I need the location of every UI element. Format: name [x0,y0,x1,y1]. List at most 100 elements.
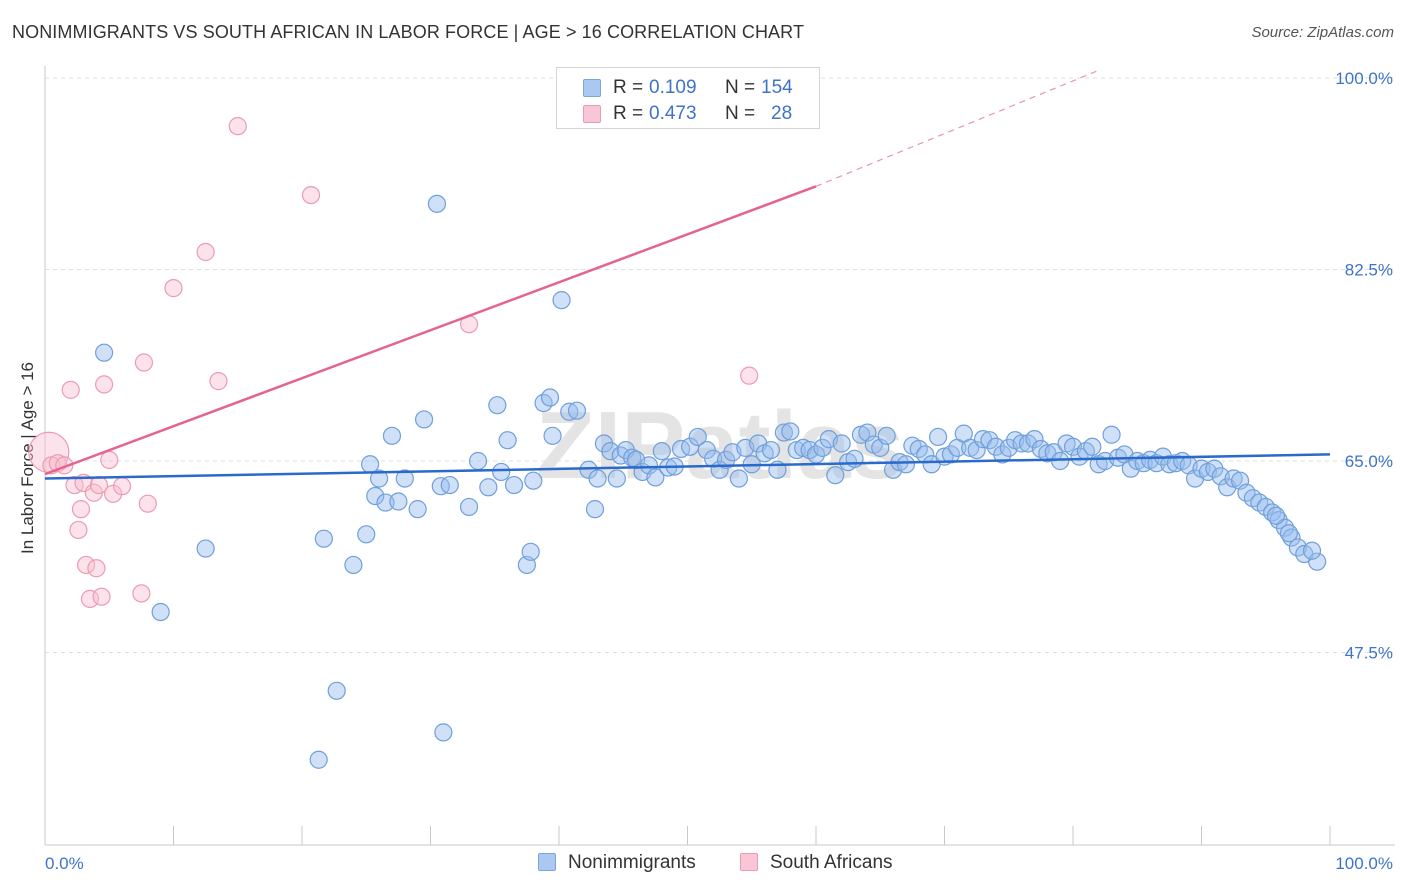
bottom-legend-label: Nonimmigrants [568,852,696,873]
south-africans-point [92,587,111,606]
y-tick-label: 65.0% [1345,452,1393,471]
nonimmigrants-point [468,451,488,471]
legend-r-value: 0.109 [649,77,697,98]
nonimmigrants-point [314,529,333,548]
south-africans-point [87,559,106,578]
south-africans-point [112,477,132,496]
nonimmigrants-point [1288,538,1307,557]
nonimmigrants-point [327,681,346,700]
south-africans-trend-line [44,185,817,476]
bottom-legend-nonimmigrants: Nonimmigrants [538,852,696,874]
bottom-legend-swatch-south-africans [740,853,758,871]
nonimmigrants-point [646,468,665,487]
legend-swatch-nonimmigrants [583,79,601,97]
nonimmigrants-point [601,442,620,461]
legend-n-label: N = [725,77,756,98]
legend-r-label: R = [613,103,644,124]
nonimmigrants-point [492,462,511,482]
nonimmigrants-point [704,449,723,468]
nonimmigrants-point [1308,552,1327,571]
nonimmigrants-point [588,469,607,488]
south-africans-point [196,242,215,262]
nonimmigrants-point [1302,541,1322,560]
south-africans-point [95,375,114,394]
nonimmigrants-point [524,471,543,490]
y-tick-label: 100.0% [1335,69,1393,88]
nonimmigrants-point [309,750,328,769]
nonimmigrants-point [459,497,479,517]
south-africans-point [132,584,151,603]
nonimmigrants-point [1083,437,1102,456]
nonimmigrants-point [498,431,517,450]
nonimmigrants-point [993,445,1012,464]
chart-title: NONIMMIGRANTS VS SOUTH AFRICAN IN LABOR … [12,22,805,42]
nonimmigrants-point [774,423,793,442]
legend-r-value: 0.473 [649,103,697,124]
nonimmigrants-point [357,525,376,544]
x-tick-label: 0.0% [45,854,84,873]
nonimmigrants-point [967,440,986,460]
y-tick-label: 47.5% [1345,644,1393,663]
nonimmigrants-point [1102,425,1121,444]
nonimmigrants-point [344,555,363,575]
nonimmigrants-point [761,440,781,460]
south-africans-point [138,494,157,513]
nonimmigrants-point [370,469,389,488]
nonimmigrants-point [1025,430,1044,449]
bottom-legend-swatch-nonimmigrants [538,853,556,871]
nonimmigrants-point [896,455,916,474]
nonimmigrants-point [376,493,395,512]
nonimmigrants-point [408,500,427,519]
nonimmigrants-point [729,469,749,488]
tick-labels: 47.5% 65.0% 82.5% 100.0% 0.0% 100.0% [45,69,1393,873]
legend-n-label: N = [725,103,756,124]
nonimmigrants-point [832,434,851,453]
nonimmigrants-point [607,469,626,488]
nonimmigrants-point [1051,451,1070,471]
south-africans-point [301,185,321,205]
legend-r-label: R = [613,77,644,98]
nonimmigrants-point [95,343,114,362]
nonimmigrants-point [567,401,587,420]
south-africans-point [100,450,119,470]
south-africans-point [71,500,91,519]
nonimmigrants-point [540,388,560,407]
south-africans-point [209,372,228,391]
nonimmigrants-point [1266,506,1286,525]
nonimmigrants-point [479,478,498,497]
nonimmigrants-point [560,402,579,421]
nonimmigrants-point [389,492,408,511]
south-africans-point [61,380,80,399]
nonimmigrants-point [366,486,385,506]
nonimmigrants-point [826,466,845,485]
south-africans-point [77,555,96,575]
nonimmigrants-point [543,426,562,445]
nonimmigrants-point [196,539,215,558]
south-africans-point [80,589,100,608]
nonimmigrants-point [877,426,896,445]
nonimmigrants-point [151,602,170,622]
nonimmigrants-point [781,422,800,441]
x-tick-label: 100.0% [1335,854,1393,873]
legend-row-nonimmigrants: R = 0.109 N = 154 [557,75,819,101]
nonimmigrants-point [688,427,707,447]
south-africans-point [69,520,88,540]
legend-row-south-africans: R = 0.473 N = 28 [557,101,819,127]
south-africans-point [740,366,759,385]
nonimmigrants-point [980,431,999,450]
nonimmigrants-point [440,475,459,495]
nonimmigrants-point [928,427,948,447]
nonimmigrants-point [552,291,571,310]
south-africans-point [164,279,183,298]
south-africans-points [28,117,759,608]
nonimmigrants-point [395,469,414,488]
nonimmigrants-point [652,442,671,461]
grid-layer [45,77,1395,653]
south-africans-trend-extension [815,69,1099,187]
nonimmigrants-point [504,475,524,495]
legend-n-value: 28 [771,103,793,124]
nonimmigrants-point [382,426,402,445]
correlation-legend: R = 0.109 N = 154 R = 0.473 N = 28 [556,67,820,129]
nonimmigrants-point [585,500,605,519]
